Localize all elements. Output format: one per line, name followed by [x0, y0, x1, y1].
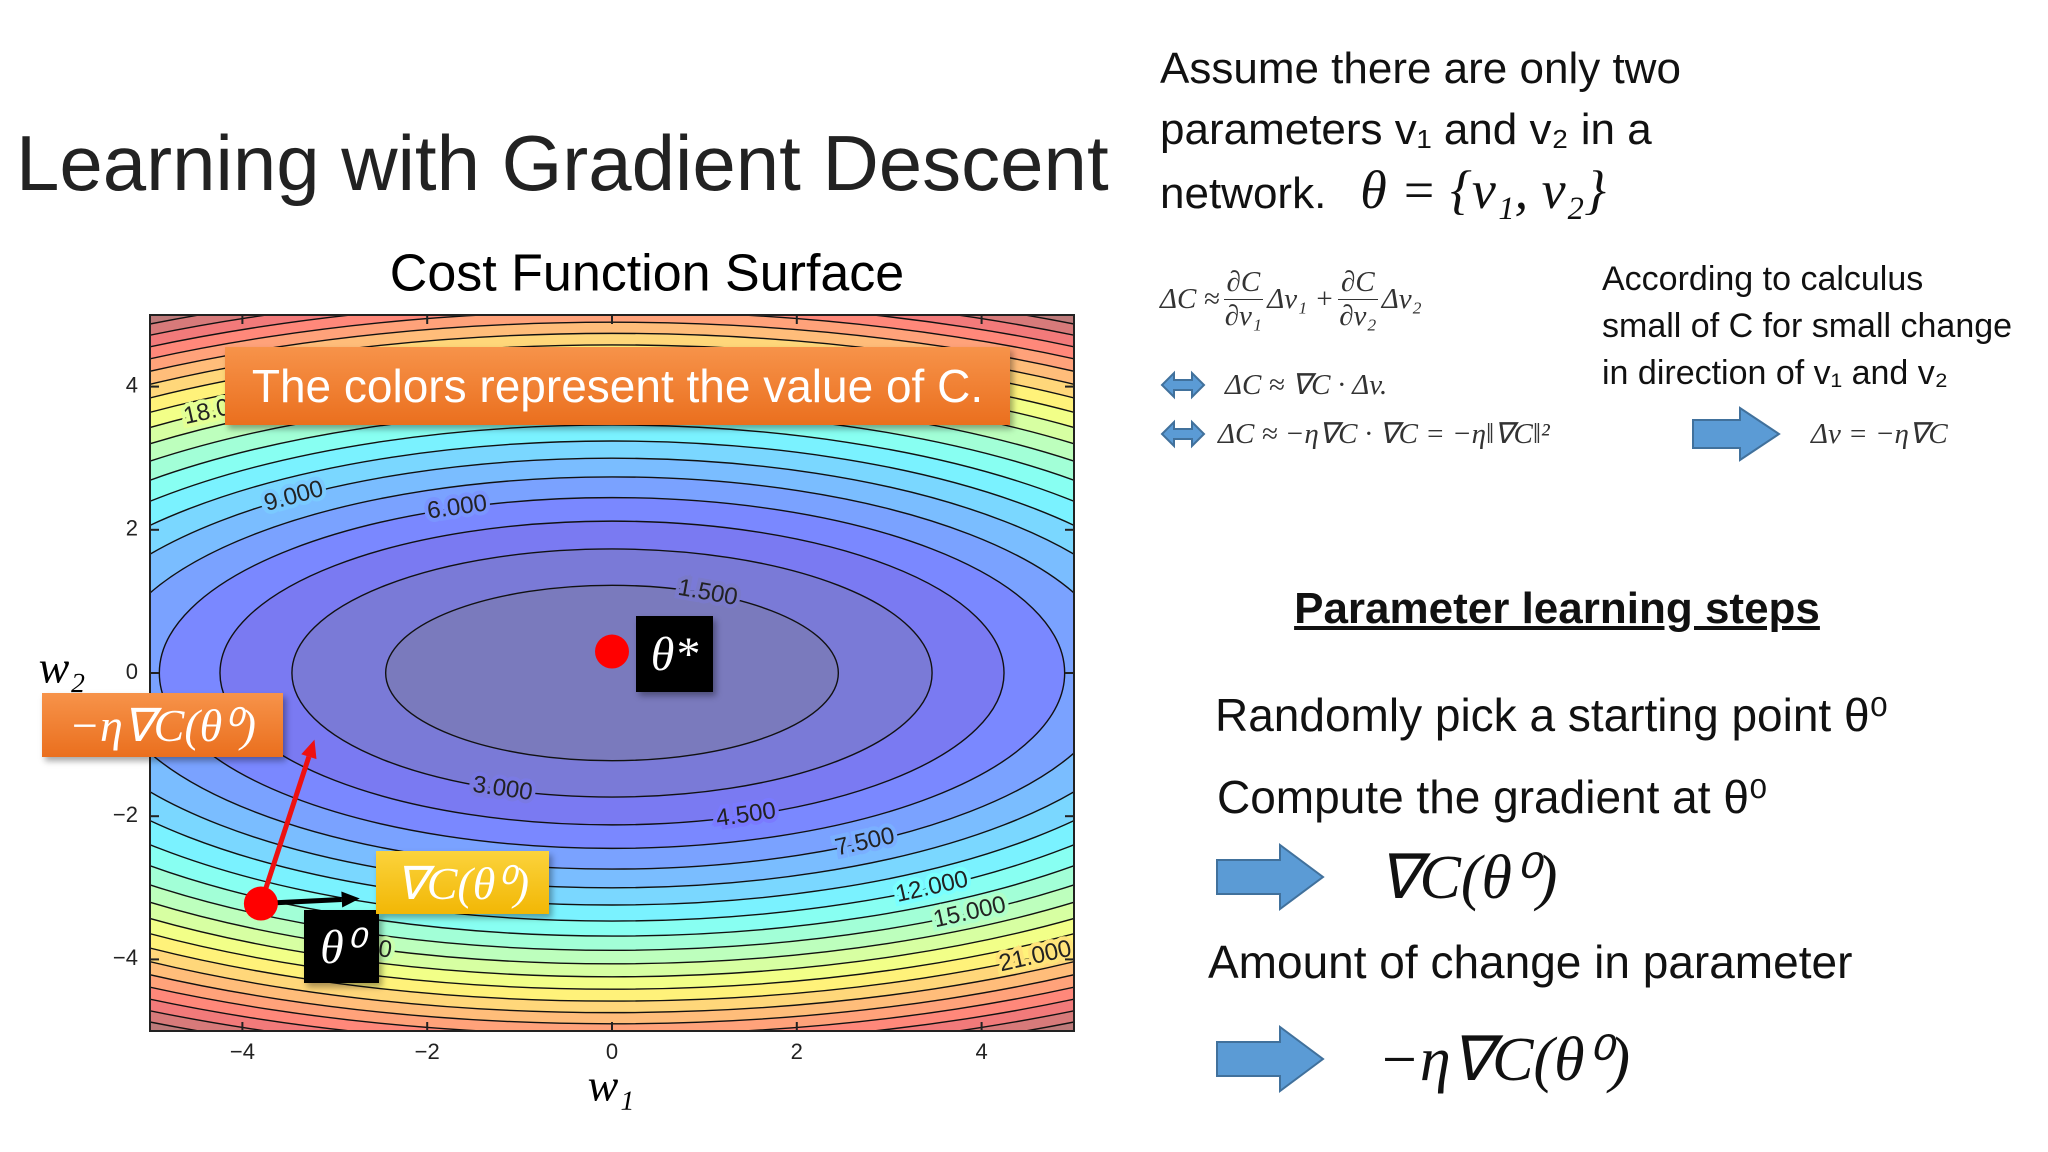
y-tick-label: 0	[126, 659, 138, 684]
arrow-head	[341, 891, 360, 908]
gradient: ∇C(θ⁰)	[1378, 844, 1558, 912]
equation: ΔC ≈ ∇C · Δv.	[1225, 369, 1388, 401]
intro-line: Assume there are only two	[1160, 44, 1681, 93]
x-tick-label: 0	[606, 1039, 618, 1064]
eq-part: Δv₂	[1381, 283, 1422, 315]
point	[595, 634, 629, 669]
step: Amount of change in parameter	[1208, 936, 1853, 988]
contour-line	[384, 584, 840, 762]
chart-title: Cost Function Surface	[390, 245, 904, 303]
note-line: in direction of v₁ and v₂	[1602, 354, 1948, 392]
intro: Assume there are only two parameters v₁ …	[1160, 38, 1681, 224]
double-arrow	[1160, 419, 1206, 449]
point	[243, 886, 278, 921]
intro-line: network. θ = {v₁, v₂}	[1160, 160, 1681, 224]
arrow-head	[301, 739, 317, 760]
y-tick-label: −2	[113, 802, 138, 827]
eq-part: ΔC ≈	[1160, 283, 1220, 315]
eq-part: ∂C	[1223, 266, 1264, 300]
arrow-shaft	[258, 755, 312, 905]
equation: Δv = −η∇C	[1811, 418, 1948, 450]
intro-text: network.	[1160, 169, 1327, 218]
step: Compute the gradient at θ⁰	[1217, 771, 1768, 823]
change: −η∇C(θ⁰)	[1378, 1026, 1631, 1094]
eq-part: ∂v₂	[1339, 300, 1377, 332]
equation: ΔC ≈ −η∇C · ∇C = −η‖∇C‖²	[1218, 418, 1550, 450]
annotation: ∇C(θ⁰)	[376, 851, 549, 914]
annotation: The colors represent the value of C.	[225, 347, 1010, 425]
annotation: θ⁰	[304, 910, 379, 983]
arrow	[1692, 406, 1781, 462]
intro-line: parameters v₁ and v₂ in a	[1160, 105, 1652, 154]
note: According to calculus small of C for sma…	[1602, 256, 2012, 397]
y-tick-label: 2	[126, 516, 138, 541]
y-tick-label: 4	[126, 372, 138, 397]
note-line: small of C for small change	[1602, 307, 2013, 345]
eq-part: Δv₁ +	[1267, 283, 1335, 315]
annotation: θ*	[636, 616, 713, 692]
y-axis-label: w₂	[39, 642, 86, 693]
eq-part: ∂C	[1338, 266, 1378, 300]
step: Randomly pick a starting point θ⁰	[1215, 689, 1888, 741]
arrow	[1216, 843, 1325, 911]
equation: ΔC ≈ ∂C ∂v₁ Δv₁ + ∂C ∂v₂ Δv₂	[1160, 266, 1422, 333]
plot-area: 1.5003.0004.5006.0007.5009.00012.00015.0…	[150, 315, 1074, 1031]
eq-part: ∂v₁	[1224, 300, 1263, 332]
note-line: According to calculus	[1602, 260, 1924, 298]
x-tick-label: 4	[975, 1039, 987, 1064]
x-tick-label: −4	[230, 1039, 255, 1064]
double-arrow	[1160, 370, 1206, 400]
slide-title: Learning with Gradient Descent	[16, 119, 1109, 207]
x-tick-label: 2	[791, 1039, 803, 1064]
x-axis-label: w₁	[588, 1060, 635, 1111]
annotation: −η∇C(θ⁰)	[42, 693, 283, 757]
steps-heading: Parameter learning steps	[1294, 584, 1820, 633]
x-tick-label: −2	[415, 1039, 440, 1064]
arrow	[1216, 1025, 1325, 1093]
y-tick-label: −4	[113, 945, 138, 970]
formula: θ = {v₁, v₂}	[1360, 160, 1606, 220]
decorations	[1160, 370, 1781, 1093]
